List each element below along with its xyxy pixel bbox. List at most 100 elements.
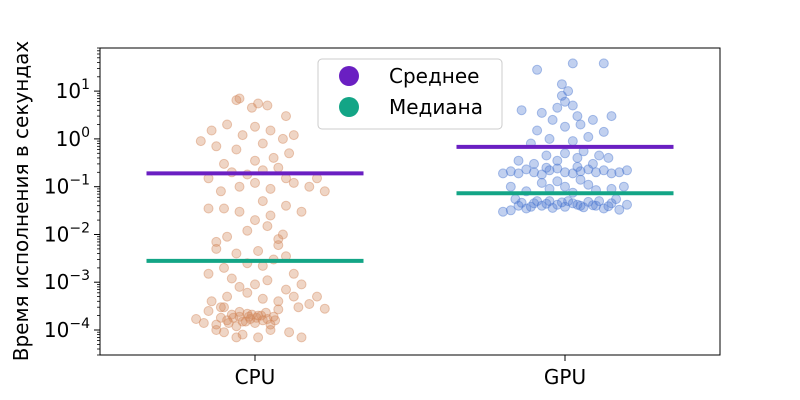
data-points-layer	[191, 58, 632, 343]
data-point-cpu	[250, 155, 260, 166]
data-point-cpu	[262, 314, 273, 324]
data-point-cpu	[203, 268, 214, 279]
data-point-cpu	[211, 141, 222, 152]
data-point-cpu	[203, 203, 214, 214]
data-point-cpu	[231, 144, 242, 155]
data-point-gpu	[505, 205, 516, 216]
data-point-cpu	[288, 268, 299, 279]
legend-frame	[317, 58, 503, 130]
data-point-gpu	[614, 167, 625, 178]
data-point-gpu	[606, 168, 617, 179]
data-point-gpu	[529, 167, 539, 178]
data-point-gpu	[560, 121, 570, 132]
data-point-cpu	[237, 316, 248, 327]
data-point-cpu	[268, 152, 279, 163]
data-point-gpu	[583, 196, 594, 207]
data-point-cpu	[296, 332, 307, 343]
data-point-cpu	[257, 196, 268, 207]
data-point-cpu	[257, 293, 268, 304]
data-point-cpu	[273, 240, 284, 251]
data-point-cpu	[288, 130, 299, 141]
data-point-cpu	[242, 225, 253, 236]
data-point-gpu	[603, 201, 614, 212]
data-point-cpu	[211, 319, 222, 330]
y-tick-label: 10−4	[44, 316, 90, 342]
data-point-gpu	[513, 200, 524, 211]
data-point-gpu	[560, 96, 570, 107]
data-point-cpu	[253, 310, 264, 321]
data-point-cpu	[219, 262, 229, 273]
data-point-gpu	[560, 201, 570, 212]
data-point-gpu	[583, 179, 594, 190]
data-point-gpu	[505, 166, 516, 177]
data-point-cpu	[222, 315, 233, 326]
data-point-cpu	[250, 215, 260, 226]
data-point-gpu	[556, 79, 567, 90]
data-point-cpu	[253, 98, 264, 109]
data-point-cpu	[234, 93, 245, 104]
data-point-gpu	[525, 201, 536, 212]
data-point-cpu	[319, 186, 330, 197]
data-point-gpu	[552, 102, 563, 113]
y-tick-label: 10−1	[44, 173, 90, 199]
data-point-cpu	[273, 162, 284, 173]
data-point-cpu	[288, 291, 299, 302]
data-point-gpu	[606, 111, 617, 122]
data-point-cpu	[270, 315, 281, 326]
data-point-cpu	[281, 111, 291, 122]
data-point-gpu	[547, 202, 558, 213]
data-point-cpu	[312, 291, 322, 302]
data-point-cpu	[237, 329, 248, 340]
data-point-gpu	[498, 206, 508, 217]
y-tick-label: 10−3	[44, 268, 90, 294]
data-point-cpu	[246, 102, 257, 113]
data-point-cpu	[251, 312, 262, 323]
data-point-cpu	[231, 321, 242, 332]
data-point-gpu	[544, 165, 555, 176]
y-tick-label: 101	[56, 77, 90, 103]
data-point-cpu	[234, 311, 245, 322]
data-point-gpu	[552, 163, 563, 174]
data-point-cpu	[262, 275, 273, 286]
legend-median-marker	[339, 97, 359, 117]
data-point-gpu	[552, 176, 563, 187]
data-point-cpu	[242, 308, 253, 319]
data-point-cpu	[277, 133, 288, 144]
data-point-gpu	[567, 136, 578, 147]
data-point-gpu	[513, 155, 524, 166]
data-point-cpu	[265, 183, 276, 194]
data-point-cpu	[215, 312, 226, 323]
summary-lines-layer	[146, 144, 674, 263]
data-point-cpu	[231, 332, 242, 343]
data-point-cpu	[250, 177, 260, 188]
data-point-cpu	[234, 281, 245, 292]
data-point-gpu	[521, 203, 532, 214]
data-point-cpu	[265, 125, 276, 136]
data-point-gpu	[541, 162, 552, 173]
x-axis: CPU GPU	[235, 355, 586, 389]
data-point-cpu	[265, 210, 276, 221]
data-point-gpu	[572, 111, 583, 122]
data-point-gpu	[536, 169, 547, 180]
x-tick-label-gpu: GPU	[544, 365, 586, 389]
data-point-gpu	[598, 58, 609, 69]
data-point-gpu	[587, 158, 598, 169]
data-point-gpu	[516, 105, 527, 116]
data-point-cpu	[237, 130, 248, 141]
data-point-cpu	[211, 236, 222, 247]
data-point-gpu	[614, 204, 625, 215]
data-point-gpu	[516, 197, 527, 208]
data-point-cpu	[257, 138, 268, 149]
data-point-gpu	[552, 199, 563, 210]
data-point-gpu	[587, 200, 598, 211]
data-point-gpu	[567, 100, 578, 111]
data-point-cpu	[206, 296, 217, 307]
legend-mean-label: Среднее	[389, 64, 479, 88]
data-point-cpu	[219, 158, 229, 169]
data-point-cpu	[215, 302, 226, 313]
data-point-gpu	[513, 168, 524, 179]
data-point-gpu	[541, 150, 552, 161]
data-point-cpu	[195, 136, 206, 147]
data-point-gpu	[575, 166, 586, 177]
data-point-cpu	[219, 203, 229, 214]
